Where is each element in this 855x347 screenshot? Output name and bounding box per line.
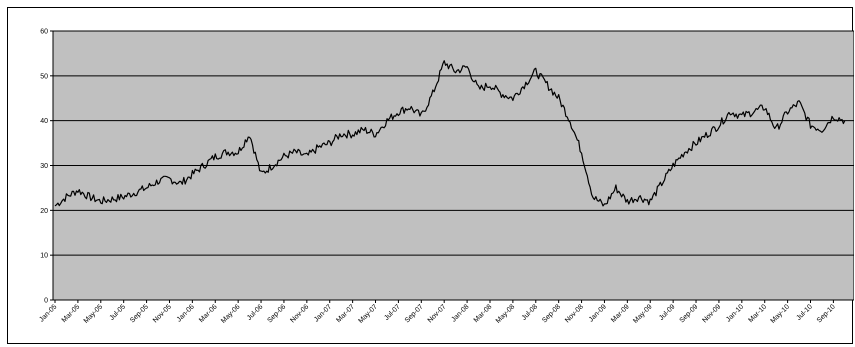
x-tick-label: Nov-08 — [564, 303, 585, 324]
y-tick-label: 0 — [44, 298, 48, 305]
x-tick-label: Jan-09 — [588, 303, 608, 323]
x-tick-label: Jan-10 — [725, 303, 745, 323]
x-tick-label: May-09 — [632, 303, 654, 325]
x-tick-label: Jan-05 — [38, 303, 58, 323]
x-tick-label: Mar-10 — [747, 303, 768, 324]
x-tick-label: Sep-10 — [816, 303, 837, 324]
x-tick-label: Jul-10 — [795, 303, 814, 322]
x-tick-label: Jan-06 — [176, 303, 196, 323]
x-tick-label: Sep-05 — [129, 303, 150, 324]
x-tick-label: May-07 — [357, 303, 379, 325]
x-tick-label: May-06 — [220, 303, 242, 325]
y-tick-label: 20 — [40, 208, 48, 215]
y-tick-label: 10 — [40, 253, 48, 260]
x-tick-label: Jan-08 — [450, 303, 470, 323]
x-tick-label: May-08 — [495, 303, 517, 325]
y-tick-label: 40 — [40, 118, 48, 125]
x-tick-label: Jul-07 — [383, 303, 402, 322]
chart-frame: 0 10 20 30 40 50 60 Jan-05 Mar-05 May-05 Jul-05 Se… — [7, 7, 854, 344]
x-tick-label: May-05 — [83, 303, 105, 325]
x-tick-label: Jan-07 — [313, 303, 333, 323]
x-tick-label: Jul-08 — [521, 303, 540, 322]
x-tick-label: May-10 — [770, 303, 792, 325]
x-tick-label: Nov-09 — [701, 303, 722, 324]
x-tick-label: Nov-06 — [289, 303, 310, 324]
x-tick-label: Jul-06 — [246, 303, 265, 322]
x-tick-label: Sep-08 — [541, 303, 562, 324]
y-tick-label: 60 — [40, 29, 48, 36]
x-tick-label: Sep-09 — [679, 303, 700, 324]
x-tick-label: Mar-08 — [473, 303, 494, 324]
x-tick-label: Sep-06 — [266, 303, 287, 324]
x-tick-label: Mar-07 — [335, 303, 356, 324]
x-tick-label: Nov-07 — [427, 303, 448, 324]
x-tick-label: Nov-05 — [152, 303, 173, 324]
y-tick-label: 50 — [40, 73, 48, 80]
y-tick-label: 30 — [40, 163, 48, 170]
series-line — [54, 60, 846, 207]
x-tick-label: Mar-09 — [610, 303, 631, 324]
x-tick-label: Mar-05 — [61, 303, 82, 324]
x-tick-label: Sep-07 — [404, 303, 425, 324]
x-tick-label: Jul-05 — [109, 303, 128, 322]
x-tick-label: Mar-06 — [198, 303, 219, 324]
x-tick-label: Jul-09 — [658, 303, 677, 322]
